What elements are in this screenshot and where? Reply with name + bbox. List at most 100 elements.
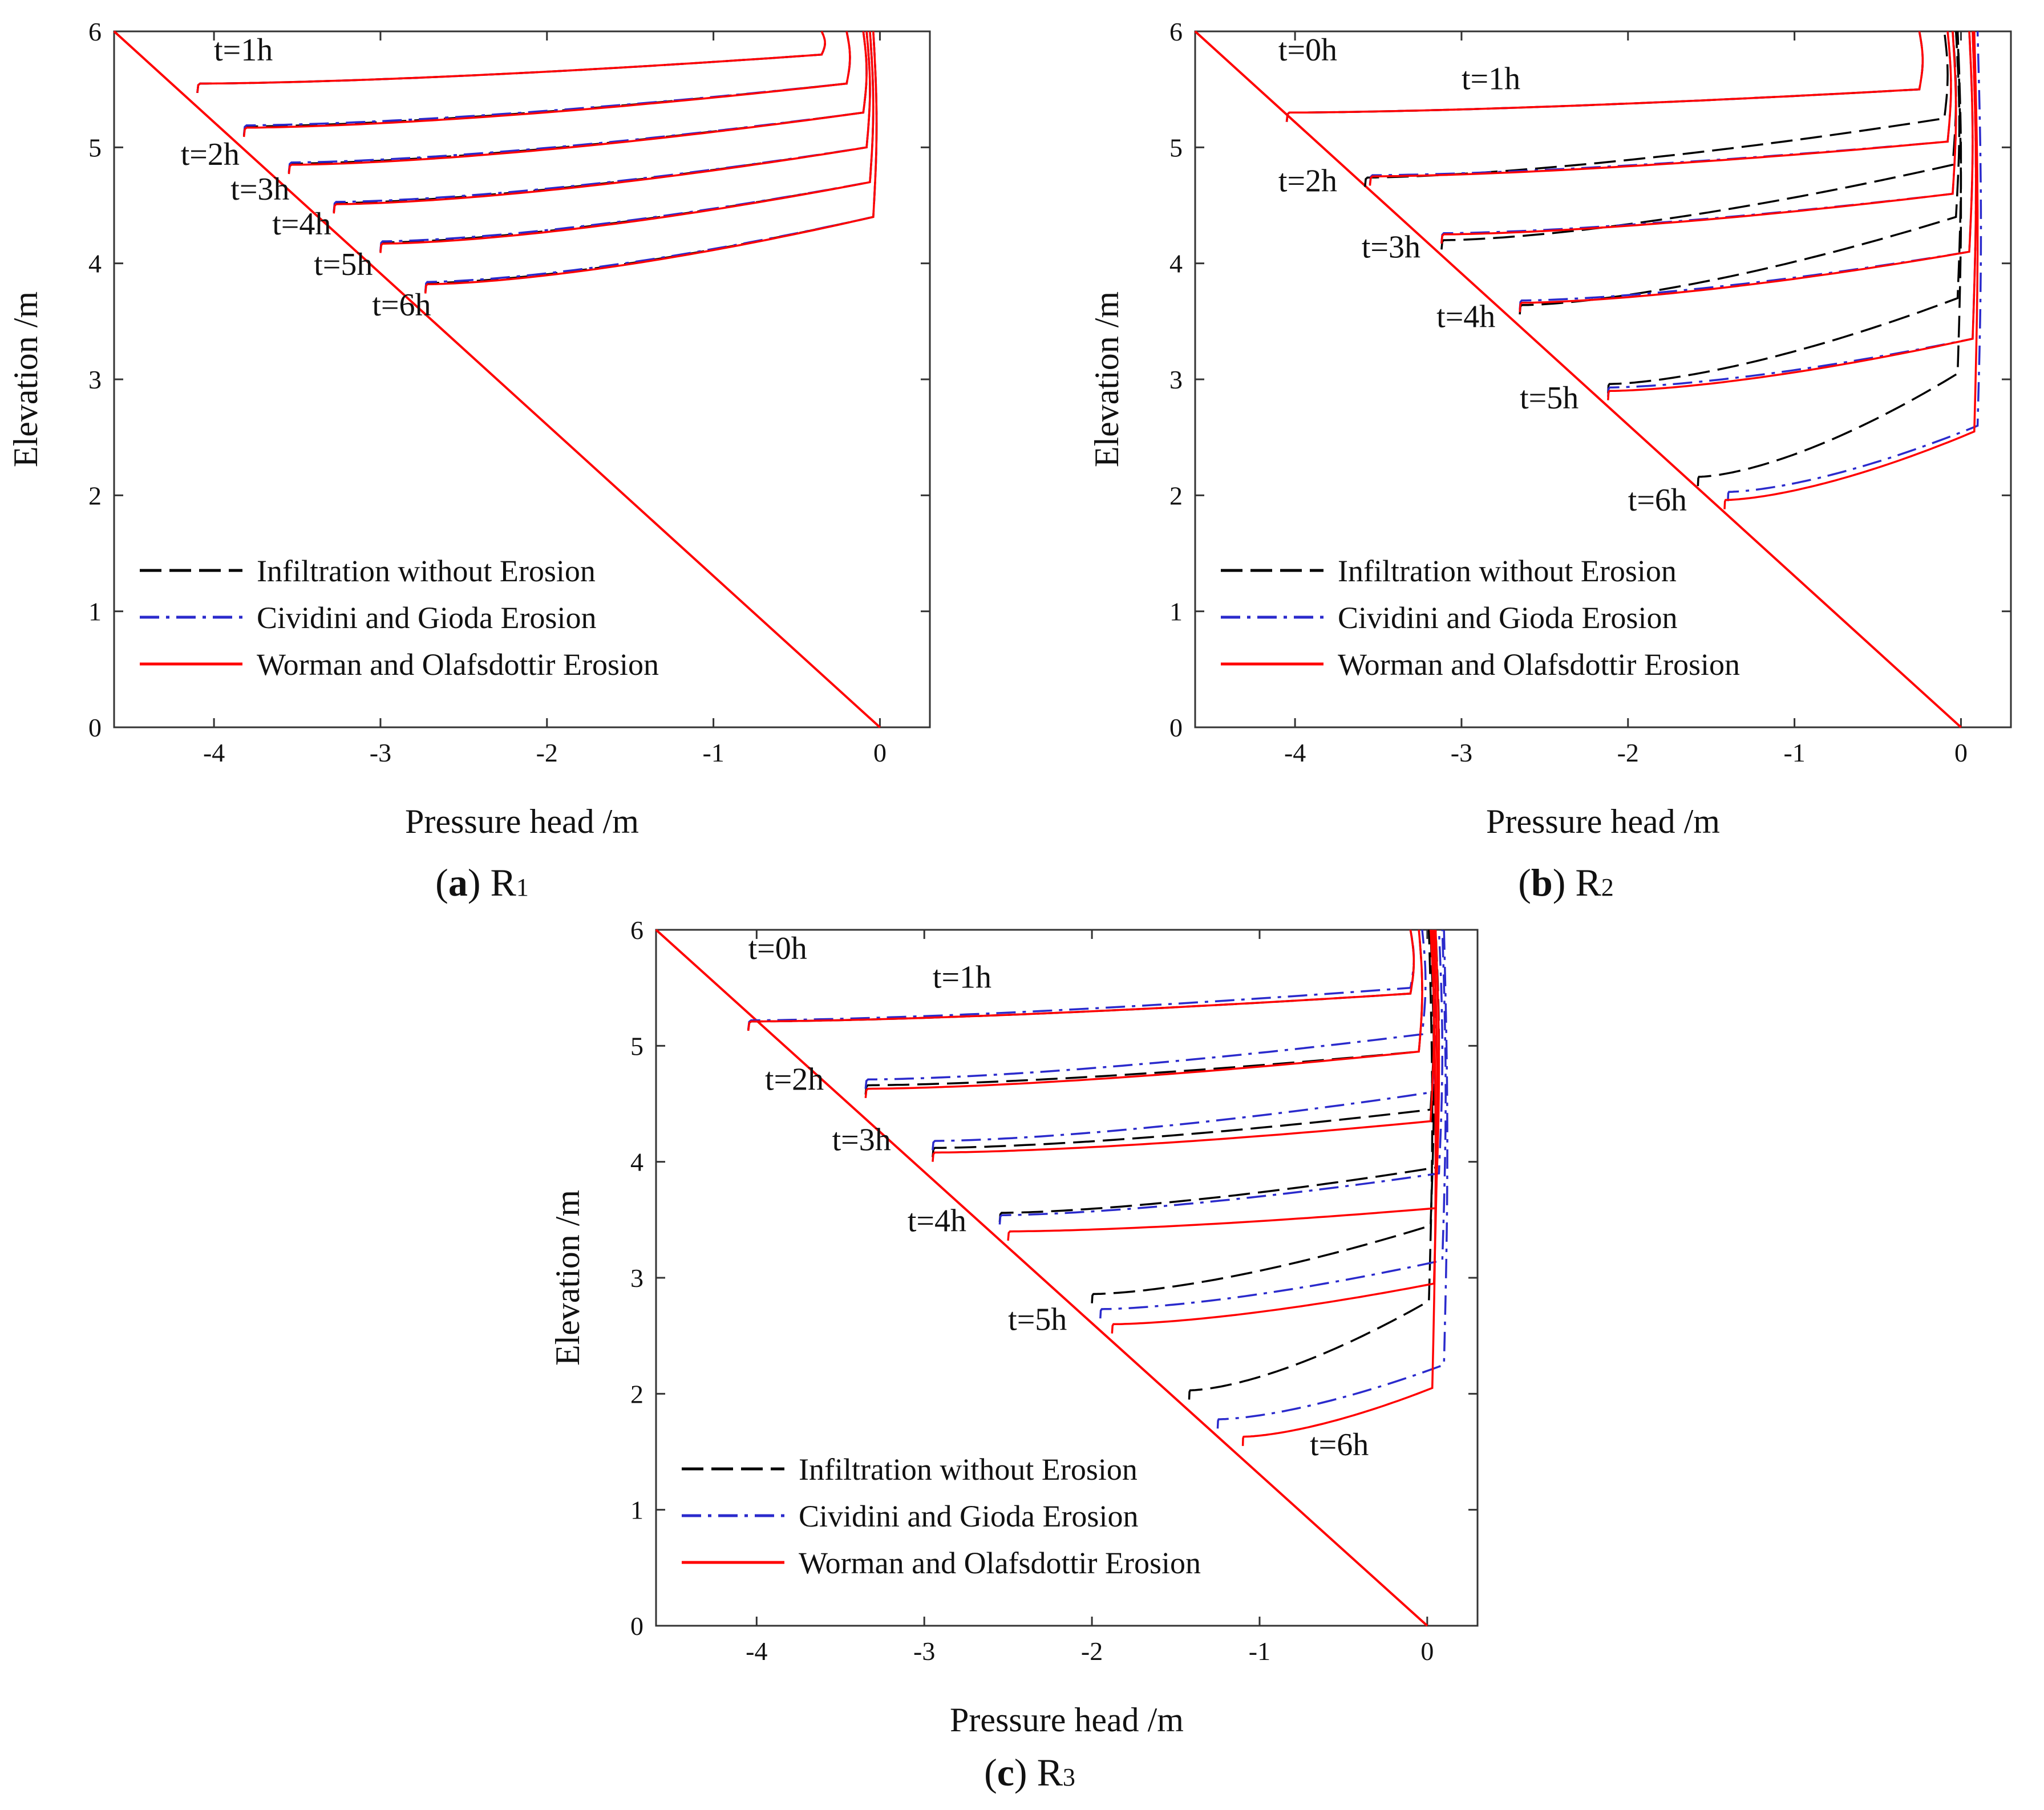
y-tick-label: 6 [88, 17, 102, 46]
caption-subscript: 2 [1601, 873, 1614, 901]
series-line-t-6h [424, 31, 878, 291]
x-tick-label: 0 [1420, 1637, 1434, 1666]
y-tick-label: 3 [1169, 365, 1183, 394]
y-tick-label: 1 [1169, 597, 1183, 626]
x-tick-label: -3 [913, 1637, 935, 1666]
legend-label-infiltration: Infiltration without Erosion [1338, 554, 1677, 588]
series-line-t-1h [747, 929, 1415, 1031]
y-tick-label: 4 [1169, 249, 1183, 278]
x-tick-label: -3 [370, 738, 391, 767]
time-label: t=2h [765, 1062, 824, 1098]
caption-letter: c [997, 1751, 1014, 1794]
series-line-t-1h [747, 929, 1415, 1031]
y-tick-label: 5 [88, 133, 102, 162]
y-tick-label: 5 [630, 1031, 643, 1060]
x-tick-label: -4 [203, 738, 225, 767]
series-line-t-3h [1440, 31, 1957, 244]
series-line-t-2h [864, 929, 1423, 1098]
series-worman [196, 31, 878, 294]
series-line-t-1h [196, 31, 826, 94]
series-line-t-6h [1697, 31, 1962, 487]
series-line-t-6h [1727, 31, 1982, 501]
x-axis-label: Pressure head /m [1486, 803, 1720, 840]
legend-label-worman: Worman and Olafsdottir Erosion [1338, 647, 1740, 682]
initial-condition-line [655, 929, 1428, 1627]
series-infiltration [747, 929, 1440, 1400]
series-line-t-2h [864, 929, 1427, 1089]
series-line-t-2h [242, 31, 851, 135]
series-line-t-4h [333, 31, 871, 212]
legend-label-infiltration: Infiltration without Erosion [257, 554, 596, 588]
y-tick-label: 6 [1169, 17, 1183, 46]
series-line-t-1h [1285, 31, 1924, 122]
time-label: t=4h [1436, 299, 1495, 335]
series-line-t-2h [1369, 31, 1952, 185]
series-line-t-1h [196, 31, 826, 94]
legend-label-worman: Worman and Olafsdottir Erosion [799, 1546, 1201, 1580]
panel-caption: (a) R1 [435, 861, 529, 904]
time-label: t=0h [1278, 33, 1337, 68]
panel-caption: (b) R2 [1518, 861, 1613, 904]
x-tick-label: -4 [1284, 738, 1306, 767]
time-label: t=1h [1462, 62, 1520, 97]
series-line-t-2h [242, 31, 851, 136]
x-tick-label: -2 [1081, 1637, 1103, 1666]
time-label: t=1h [214, 33, 273, 68]
y-tick-label: 2 [1169, 481, 1183, 510]
series-line-t-6h [1241, 929, 1437, 1446]
time-label: t=3h [230, 172, 289, 207]
x-tick-label: -1 [1783, 738, 1805, 767]
series-line-t-6h [1216, 929, 1448, 1429]
time-label: t=1h [933, 960, 991, 995]
y-tick-label: 0 [1169, 713, 1183, 742]
series-line-t-6h [424, 31, 878, 293]
time-label: t=5h [1008, 1302, 1067, 1338]
caption-open: ( [435, 861, 448, 904]
series-line-t-6h [1188, 929, 1434, 1400]
chart-panel-r1: -4 -3 -2 -1 0 0 1 2 3 4 5 6 Pressure head /m Elevatio… [7, 17, 931, 904]
x-tick-label: -2 [1617, 738, 1639, 767]
series-line-t-6h [424, 31, 878, 294]
y-tick-label: 3 [88, 365, 102, 394]
legend-label-cividini: Cividini and Gioda Erosion [1338, 601, 1677, 635]
series-cividini [747, 929, 1448, 1429]
y-axis-label: Elevation /m [549, 1190, 586, 1366]
x-tick-label: 0 [1954, 738, 1968, 767]
series-line-t-3h [932, 929, 1435, 1162]
y-tick-label: 3 [630, 1264, 643, 1293]
time-label: t=5h [314, 247, 373, 282]
series-line-t-6h [1723, 31, 1979, 509]
series-line-t-5h [1607, 31, 1977, 400]
series-line-t-2h [864, 929, 1423, 1095]
y-tick-label: 5 [1169, 133, 1183, 162]
y-tick-label: 0 [630, 1611, 643, 1641]
y-tick-label: 4 [630, 1148, 643, 1177]
x-axis-label: Pressure head /m [950, 1701, 1184, 1739]
series-line-t-5h [379, 31, 875, 253]
legend-label-cividini: Cividini and Gioda Erosion [257, 601, 596, 635]
y-tick-label: 2 [630, 1379, 643, 1408]
time-label: t=0h [748, 931, 807, 966]
initial-condition-line [1194, 30, 1962, 728]
time-label: t=2h [181, 137, 240, 172]
time-label: t=6h [1310, 1427, 1369, 1463]
series-line-t-2h [1369, 31, 1952, 186]
series-line-t-1h [196, 31, 826, 94]
time-label: t=3h [1362, 230, 1420, 265]
x-axis-label: Pressure head /m [405, 803, 639, 840]
x-tick-label: 0 [873, 738, 887, 767]
y-tick-label: 6 [630, 916, 643, 945]
caption-subscript: 3 [1063, 1763, 1075, 1791]
series-line-t-5h [1111, 929, 1439, 1334]
x-tick-label: -3 [1451, 738, 1472, 767]
series-worman [747, 929, 1440, 1446]
initial-condition-line [113, 30, 881, 728]
legend-label-cividini: Cividini and Gioda Erosion [799, 1499, 1138, 1533]
y-tick-label: 1 [88, 597, 102, 626]
x-tick-label: -1 [1249, 1637, 1270, 1666]
y-tick-label: 4 [88, 249, 102, 278]
series-line-t-3h [288, 31, 868, 175]
x-tick-label: -2 [536, 738, 558, 767]
panel-caption: (c) R3 [984, 1751, 1075, 1794]
